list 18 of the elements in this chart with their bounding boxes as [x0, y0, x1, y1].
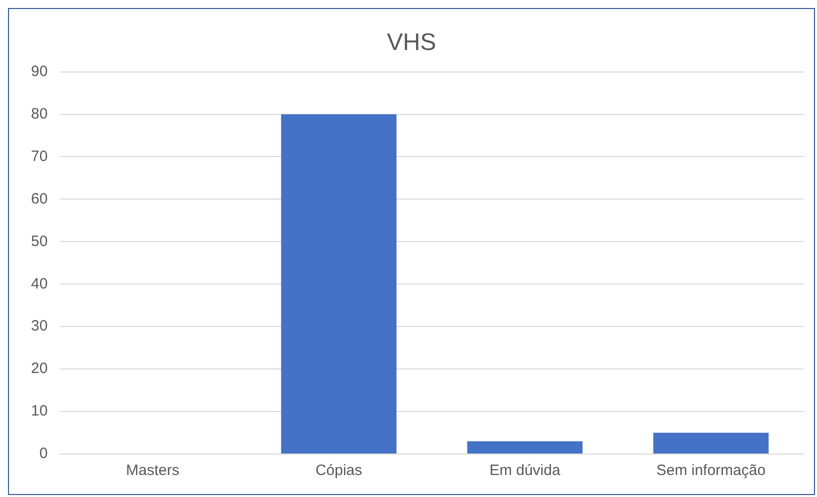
x-tick-label: Sem informação — [656, 462, 766, 480]
y-tick-label: 20 — [30, 360, 48, 378]
x-tick-label: Masters — [126, 462, 180, 480]
y-tick-label: 80 — [30, 105, 48, 122]
y-tick-label: 0 — [39, 445, 48, 462]
y-tick-label: 30 — [30, 318, 48, 335]
y-tick-label: 10 — [30, 402, 48, 420]
y-tick-label: 50 — [30, 232, 48, 250]
bar — [653, 432, 769, 454]
x-tick-label: Em dúvida — [489, 462, 561, 480]
chart-title: VHS — [386, 29, 436, 56]
x-tick-label: Cópias — [315, 462, 362, 480]
y-tick-label: 60 — [30, 190, 48, 208]
bar — [467, 441, 583, 454]
y-tick-label: 90 — [30, 62, 48, 80]
bar — [281, 114, 396, 454]
y-tick-label: 40 — [30, 275, 48, 292]
y-tick-label: 70 — [30, 148, 48, 165]
